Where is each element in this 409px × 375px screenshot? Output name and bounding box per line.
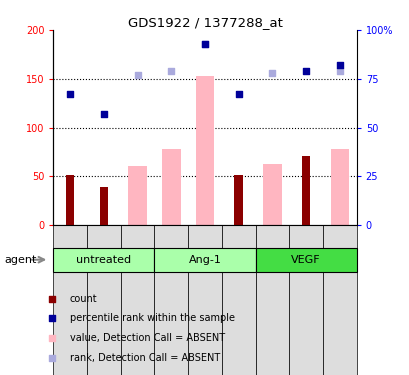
FancyBboxPatch shape — [322, 225, 356, 375]
Point — [316, 27, 322, 33]
Text: value, Detection Call = ABSENT: value, Detection Call = ABSENT — [70, 333, 225, 343]
Point — [100, 111, 107, 117]
FancyBboxPatch shape — [53, 248, 154, 272]
Bar — [330, 149, 348, 225]
FancyBboxPatch shape — [87, 225, 120, 375]
Text: count: count — [70, 294, 97, 304]
Point — [201, 40, 208, 46]
Bar — [162, 149, 180, 225]
Point — [168, 68, 174, 74]
Bar — [99, 187, 108, 225]
Text: agent: agent — [4, 255, 36, 265]
FancyBboxPatch shape — [120, 225, 154, 375]
Text: VEGF: VEGF — [291, 255, 320, 265]
Point — [201, 40, 208, 46]
Point — [316, 207, 322, 213]
Text: untreated: untreated — [76, 255, 131, 265]
Bar — [301, 156, 310, 225]
Point — [134, 72, 141, 78]
Text: percentile rank within the sample: percentile rank within the sample — [70, 314, 234, 324]
Point — [302, 68, 309, 74]
FancyBboxPatch shape — [255, 225, 289, 375]
FancyBboxPatch shape — [154, 225, 188, 375]
FancyBboxPatch shape — [188, 225, 221, 375]
Text: rank, Detection Call = ABSENT: rank, Detection Call = ABSENT — [70, 353, 220, 363]
Point — [336, 62, 342, 68]
FancyBboxPatch shape — [221, 225, 255, 375]
FancyBboxPatch shape — [289, 225, 322, 375]
Point — [235, 92, 241, 98]
Text: Ang-1: Ang-1 — [188, 255, 221, 265]
Bar — [234, 175, 242, 225]
FancyBboxPatch shape — [154, 248, 255, 272]
Bar — [263, 164, 281, 225]
Point — [336, 68, 342, 74]
Title: GDS1922 / 1377288_at: GDS1922 / 1377288_at — [127, 16, 282, 29]
Bar — [128, 165, 146, 225]
FancyBboxPatch shape — [53, 225, 87, 375]
Point — [67, 92, 73, 98]
Point — [268, 70, 275, 76]
Bar — [195, 76, 214, 225]
Bar — [66, 175, 74, 225]
FancyBboxPatch shape — [255, 248, 356, 272]
